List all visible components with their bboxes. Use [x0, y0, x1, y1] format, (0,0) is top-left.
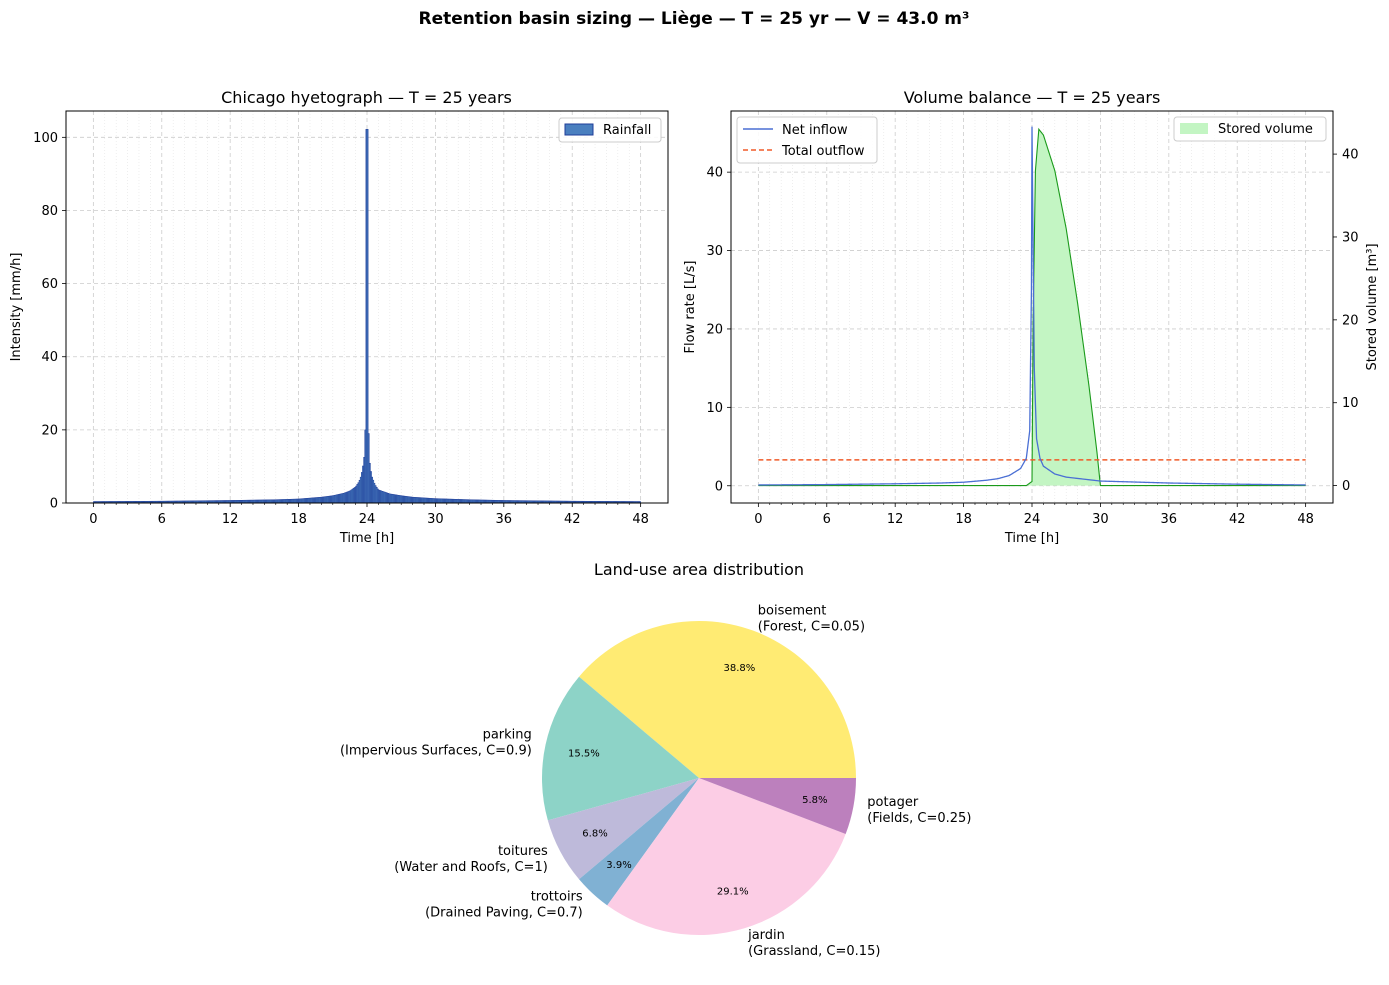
pie-labels: 38.8% boisement(Forest, C=0.05) 15.5% parki…	[340, 603, 971, 959]
volume-balance-y-label: Flow rate [L/s]	[683, 261, 698, 354]
y-tick-label: 20	[41, 423, 58, 438]
x-tick-label: 12	[222, 512, 239, 527]
x-tick-label: 6	[823, 512, 831, 527]
volume-balance-y2-ticks: 0 10 20 30 40	[1333, 148, 1359, 494]
y2-tick-label: 40	[1342, 148, 1359, 163]
net-inflow-line	[758, 126, 1306, 486]
pie-pct-label: 3.9%	[606, 860, 631, 871]
y-tick-label: 10	[706, 401, 723, 416]
hyetograph-panel: Chicago hyetograph — T = 25 years 0 6 12 18…	[9, 88, 669, 546]
y2-tick-label: 0	[1342, 479, 1350, 494]
pie-slice-trottoirs	[579, 778, 699, 906]
pie-label-desc: (Forest, C=0.05)	[758, 619, 865, 634]
pie-label-name: trottoirs	[531, 890, 583, 905]
volume-balance-title: Volume balance — T = 25 years	[904, 88, 1161, 107]
volume-balance-legend-left: Net inflow Total outflow	[736, 116, 878, 164]
pie-label-desc: (Water and Roofs, C=1)	[394, 860, 548, 875]
y2-tick-label: 30	[1342, 230, 1359, 245]
volume-balance-y-ticks: 0 10 20 30 40	[706, 166, 731, 494]
hyetograph-axes-frame	[65, 110, 669, 504]
pie-pct-label: 5.8%	[802, 795, 827, 806]
x-tick-label: 12	[887, 512, 904, 527]
pie-pct-label: 6.8%	[582, 829, 607, 840]
pie-label-desc: (Fields, C=0.25)	[867, 811, 971, 826]
x-tick-label: 30	[1092, 512, 1109, 527]
x-tick-label: 30	[427, 512, 444, 527]
pie-label-desc: (Drained Paving, C=0.7)	[425, 906, 583, 921]
x-tick-label: 48	[1297, 512, 1314, 527]
x-tick-label: 0	[89, 512, 97, 527]
pie-slice-boisement	[579, 620, 857, 778]
legend-stored-volume-swatch	[1180, 123, 1208, 134]
pie-slice-potager	[699, 778, 856, 835]
volume-balance-axes-frame	[730, 110, 1334, 504]
pie-slice-parking	[541, 676, 699, 821]
pie-label-name: potager	[867, 795, 919, 810]
x-tick-label: 42	[1229, 512, 1246, 527]
x-tick-label: 6	[158, 512, 166, 527]
pie-pct-label: 29.1%	[717, 886, 749, 897]
x-tick-label: 36	[1161, 512, 1178, 527]
x-tick-label: 18	[955, 512, 972, 527]
y2-tick-label: 20	[1342, 313, 1359, 328]
hyetograph-x-ticks: 0 6 12 18 24 30 36 42 48	[89, 503, 649, 527]
pie-pct-label: 15.5%	[568, 749, 600, 760]
y-tick-label: 40	[41, 350, 58, 365]
y-tick-label: 80	[41, 204, 58, 219]
y-tick-label: 0	[50, 497, 58, 512]
volume-balance-panel: Volume balance — T = 25 years 0 6 12 18 24 30…	[683, 88, 1380, 546]
y-tick-label: 0	[715, 479, 723, 494]
hyetograph-y-ticks: 0 20 40 60 80 100	[33, 131, 66, 512]
pie-label-desc: (Grassland, C=0.15)	[748, 944, 880, 959]
x-tick-label: 24	[1024, 512, 1041, 527]
pie-label-desc: (Impervious Surfaces, C=0.9)	[340, 744, 532, 759]
pie-slices	[541, 620, 857, 935]
y2-tick-label: 10	[1342, 396, 1359, 411]
y-tick-label: 40	[706, 166, 723, 181]
legend-rainfall-swatch	[564, 123, 594, 136]
pie-label-name: toitures	[498, 844, 548, 859]
legend-rainfall-label: Rainfall	[603, 123, 651, 138]
land-use-pie-panel: Land-use area distribution 38.8% boisemen…	[340, 560, 971, 959]
volume-balance-x-label: Time [h]	[1004, 531, 1059, 546]
legend-net-inflow-label: Net inflow	[782, 123, 848, 138]
hyetograph-x-label: Time [h]	[339, 531, 394, 546]
pie-label-name: parking	[483, 728, 532, 743]
y-tick-label: 20	[706, 322, 723, 337]
x-tick-label: 24	[359, 512, 376, 527]
volume-balance-grid	[731, 111, 1333, 503]
hyetograph-bars	[93, 129, 641, 504]
hyetograph-y-label: Intensity [mm/h]	[9, 253, 24, 362]
pie-label-name: boisement	[758, 603, 827, 618]
x-tick-label: 18	[290, 512, 307, 527]
x-tick-label: 36	[496, 512, 513, 527]
x-tick-label: 48	[632, 512, 649, 527]
x-tick-label: 0	[754, 512, 762, 527]
legend-stored-volume-label: Stored volume	[1218, 122, 1313, 137]
legend-total-outflow-label: Total outflow	[781, 144, 865, 159]
y-tick-label: 60	[41, 277, 58, 292]
pie-label-name: jardin	[747, 928, 785, 943]
hyetograph-title: Chicago hyetograph — T = 25 years	[221, 88, 512, 107]
x-tick-label: 42	[564, 512, 581, 527]
figure-suptitle: Retention basin sizing — Liège — T = 25 …	[419, 9, 970, 29]
y-tick-label: 100	[33, 131, 58, 146]
pie-slice-jardin	[607, 778, 846, 935]
hyetograph-legend: Rainfall	[558, 117, 662, 143]
volume-balance-x-ticks: 0 6 12 18 24 30 36 42 48	[754, 503, 1314, 527]
pie-title: Land-use area distribution	[594, 560, 804, 579]
volume-balance-legend-right: Stored volume	[1173, 116, 1327, 142]
stored-volume-line	[758, 127, 1306, 487]
pie-slice-toitures	[547, 778, 699, 880]
volume-balance-y2-label: Stored volume [m³]	[1365, 243, 1380, 370]
y-tick-label: 30	[706, 244, 723, 259]
pie-pct-label: 38.8%	[724, 663, 756, 674]
